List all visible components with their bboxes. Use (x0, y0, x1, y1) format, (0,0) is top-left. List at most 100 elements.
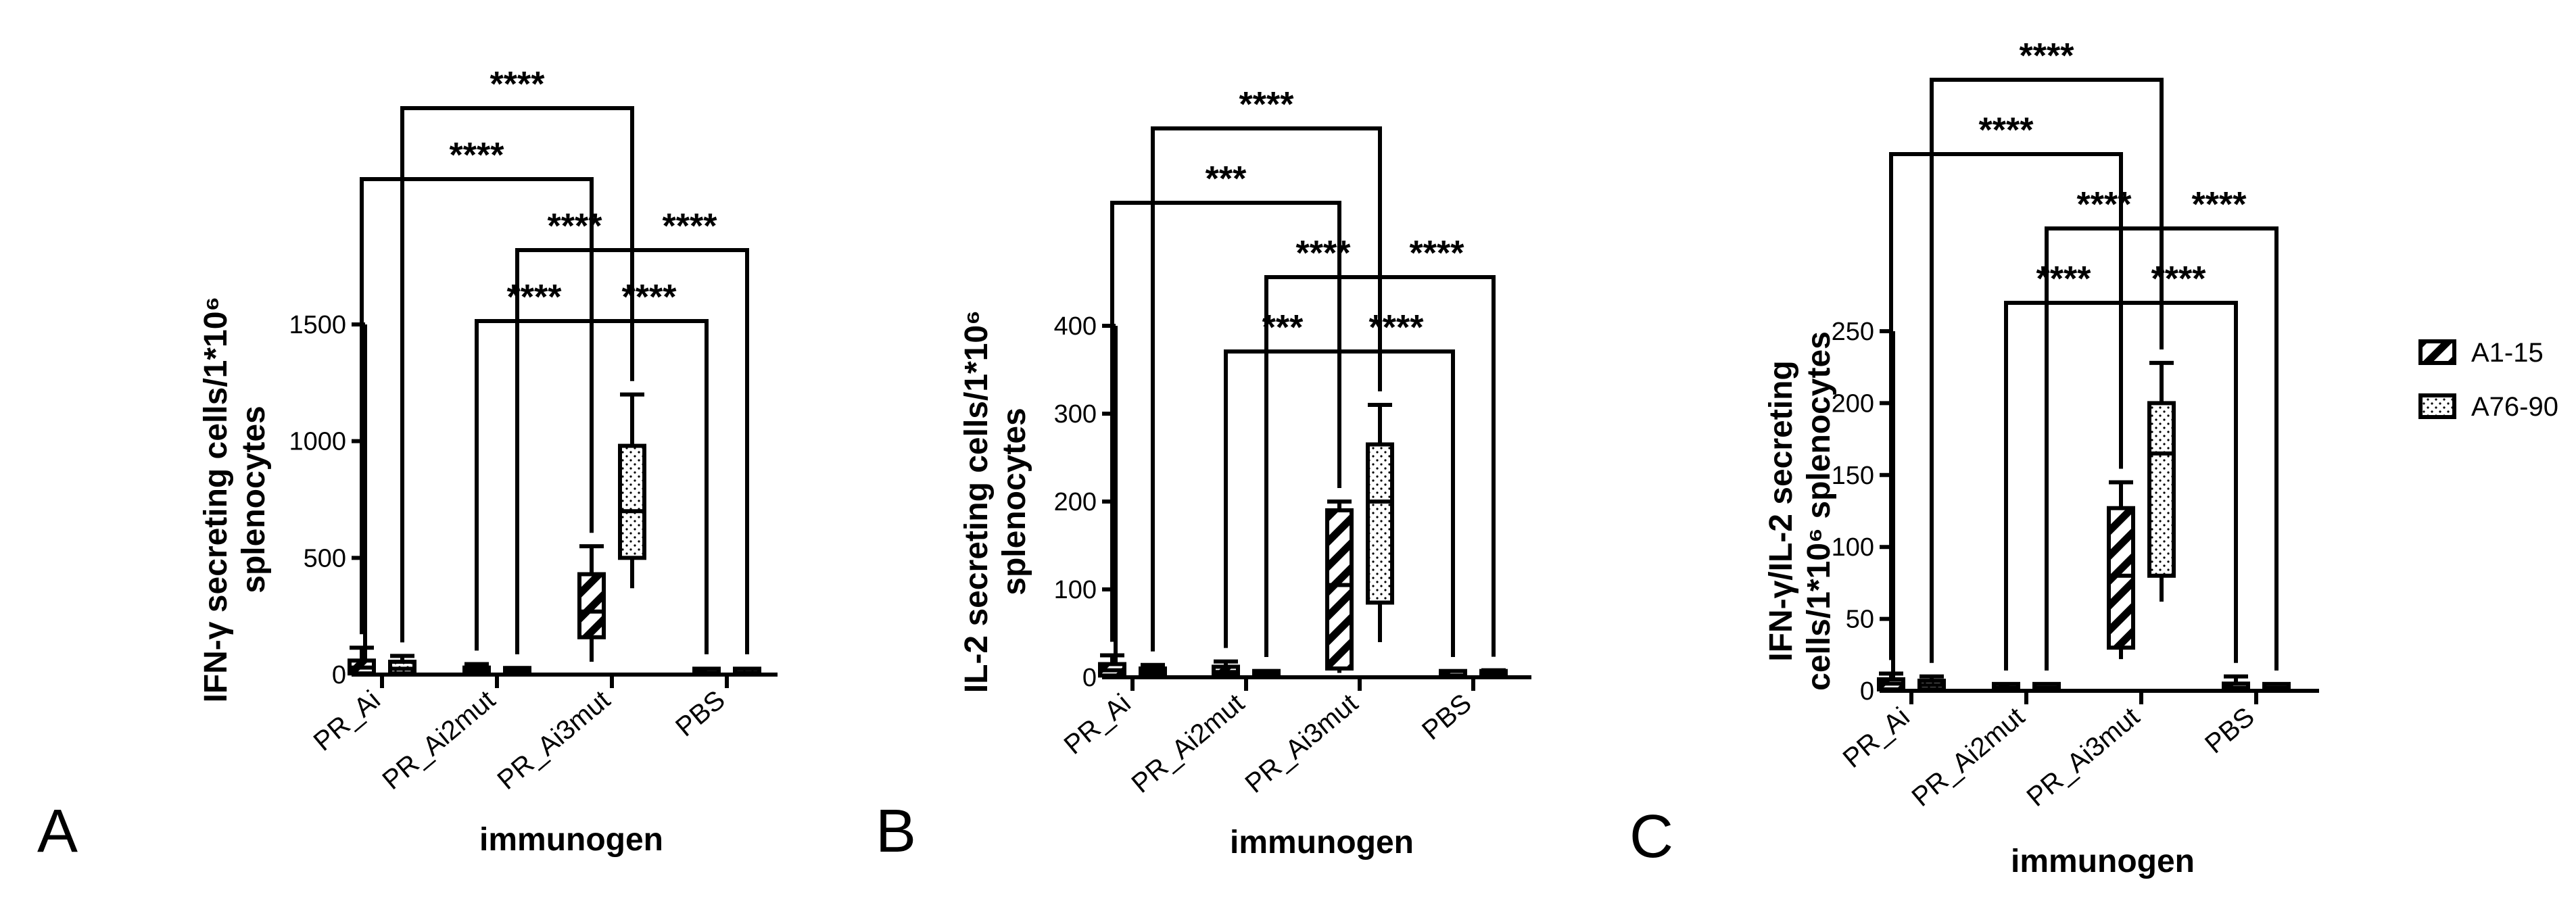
significance-bracket (590, 319, 709, 654)
y-axis-title-line: IFN-γ/IL-2 secreting (1763, 360, 1799, 661)
significance-label: **** (1296, 234, 1352, 273)
x-category-label: PR_Ai3mut (492, 685, 616, 796)
y-tick-label: 400 (1054, 312, 1097, 341)
significance-label: **** (1979, 111, 2034, 150)
significance-bracket (1110, 201, 1341, 642)
x-category-label: PBS (670, 685, 731, 742)
box-a1-15-pr_ai (348, 646, 376, 676)
legend-swatch-a76-90 (2418, 393, 2456, 419)
panel-letter: B (876, 798, 916, 865)
box-a76-90-pbs (1479, 668, 1508, 679)
x-category-label: PR_Ai (1838, 702, 1915, 774)
significance-bracket (1224, 349, 1341, 648)
box-a1-15-pr_ai2mut (1212, 659, 1240, 678)
y-tick-label: 1500 (289, 311, 346, 339)
y-axis-title-line: cells/1*10⁶ splenocytes (1801, 331, 1837, 691)
significance-label: **** (663, 207, 718, 246)
x-category-label: PR_Ai3mut (1240, 688, 1364, 799)
box-a76-90-pr_ai (388, 654, 416, 676)
x-category-label: PBS (1416, 688, 1477, 746)
legend-label-a76-90: A76-90 (2471, 392, 2558, 422)
x-category-label: PR_Ai (1059, 688, 1137, 760)
box-a1-15-pbs (692, 666, 721, 677)
significance-label: **** (490, 65, 546, 104)
box-a1-15-pr_ai3mut (2107, 480, 2135, 660)
x-category-label: PR_Ai2mut (1907, 702, 2030, 812)
box-a1-15-pr_ai (1877, 671, 1905, 691)
box-body (2107, 506, 2135, 650)
box-body (1325, 508, 1354, 671)
y-tick-label: 0 (1082, 664, 1097, 692)
y-axis-title-line: splenocytes (236, 406, 272, 593)
box-a76-90-pbs (2262, 681, 2291, 691)
significance-bracket (475, 319, 594, 651)
significance-label: **** (1239, 85, 1295, 124)
y-tick-label: 250 (1832, 318, 1874, 346)
significance-label: **** (507, 278, 563, 317)
significance-label: **** (2151, 260, 2207, 299)
significance-bracket (1378, 275, 1496, 657)
legend-swatch-a1-15 (2418, 339, 2456, 365)
y-axis-title-line: splenocytes (997, 408, 1032, 595)
x-category-label: PBS (2199, 702, 2260, 759)
significance-label: **** (1410, 234, 1465, 273)
x-category-label: PR_Ai3mut (2022, 702, 2145, 812)
box-a76-90-pr_ai3mut (2147, 360, 2176, 602)
box-a76-90-pr_ai2mut (2032, 681, 2061, 691)
significance-bracket (2160, 226, 2279, 671)
y-tick-label: 150 (1832, 462, 1874, 490)
significance-bracket (1930, 78, 2164, 663)
x-axis-title: immunogen (1230, 825, 1414, 860)
x-category-label: PR_Ai2mut (1126, 688, 1250, 799)
significance-label: **** (622, 278, 677, 317)
panel-letter: A (37, 798, 78, 865)
box-a76-90-pr_ai3mut (1366, 403, 1394, 642)
y-axis-title-line: IFN-γ secreting cells/1*10⁶ (198, 296, 234, 702)
significance-label: **** (2036, 260, 2092, 299)
significance-bracket (2119, 301, 2238, 663)
significance-label: *** (1206, 160, 1247, 199)
y-tick-label: 100 (1054, 576, 1097, 604)
x-category-label: PR_Ai (308, 685, 386, 757)
significance-label: **** (2020, 37, 2075, 76)
significance-bracket (1151, 126, 1382, 652)
x-category-label: PR_Ai2mut (377, 685, 501, 796)
box-a76-90-pr_ai (1917, 674, 1946, 691)
legend: A1-15 A76-90 (2418, 338, 2558, 422)
significance-bracket (2004, 301, 2123, 671)
significance-bracket (400, 106, 634, 643)
box-a76-90-pr_ai (1139, 662, 1167, 678)
box-body (2147, 401, 2176, 578)
box-a76-90-pr_ai3mut (618, 392, 646, 589)
box-a76-90-pr_ai2mut (1252, 668, 1281, 679)
y-axis-title-line: IL-2 secreting cells/1*10⁶ (959, 310, 995, 693)
box-a1-15-pr_ai (1098, 653, 1126, 678)
y-tick-label: 0 (1860, 677, 1874, 706)
panel-letter: C (1629, 803, 1673, 871)
y-tick-label: 50 (1846, 606, 1874, 634)
y-tick-label: 300 (1054, 400, 1097, 429)
significance-bracket (1337, 349, 1455, 657)
box-a1-15-pbs (2222, 674, 2250, 691)
box-a1-15-pr_ai3mut (1325, 500, 1354, 673)
y-tick-label: 500 (304, 544, 346, 573)
box-a1-15-pr_ai2mut (462, 662, 491, 676)
box-a1-15-pr_ai3mut (577, 544, 606, 662)
box-a76-90-pr_ai2mut (503, 666, 531, 676)
significance-label: **** (1369, 308, 1425, 347)
y-tick-label: 0 (332, 661, 346, 689)
box-body (618, 443, 646, 560)
x-axis-title: immunogen (479, 822, 663, 858)
y-tick-label: 100 (1832, 533, 1874, 562)
box-body (577, 572, 606, 639)
significance-label: **** (450, 136, 505, 175)
significance-bracket (630, 248, 749, 654)
y-tick-label: 1000 (289, 428, 346, 456)
box-body (1366, 442, 1394, 605)
box-a1-15-pr_ai2mut (1992, 681, 2020, 691)
box-a76-90-pbs (733, 666, 761, 677)
